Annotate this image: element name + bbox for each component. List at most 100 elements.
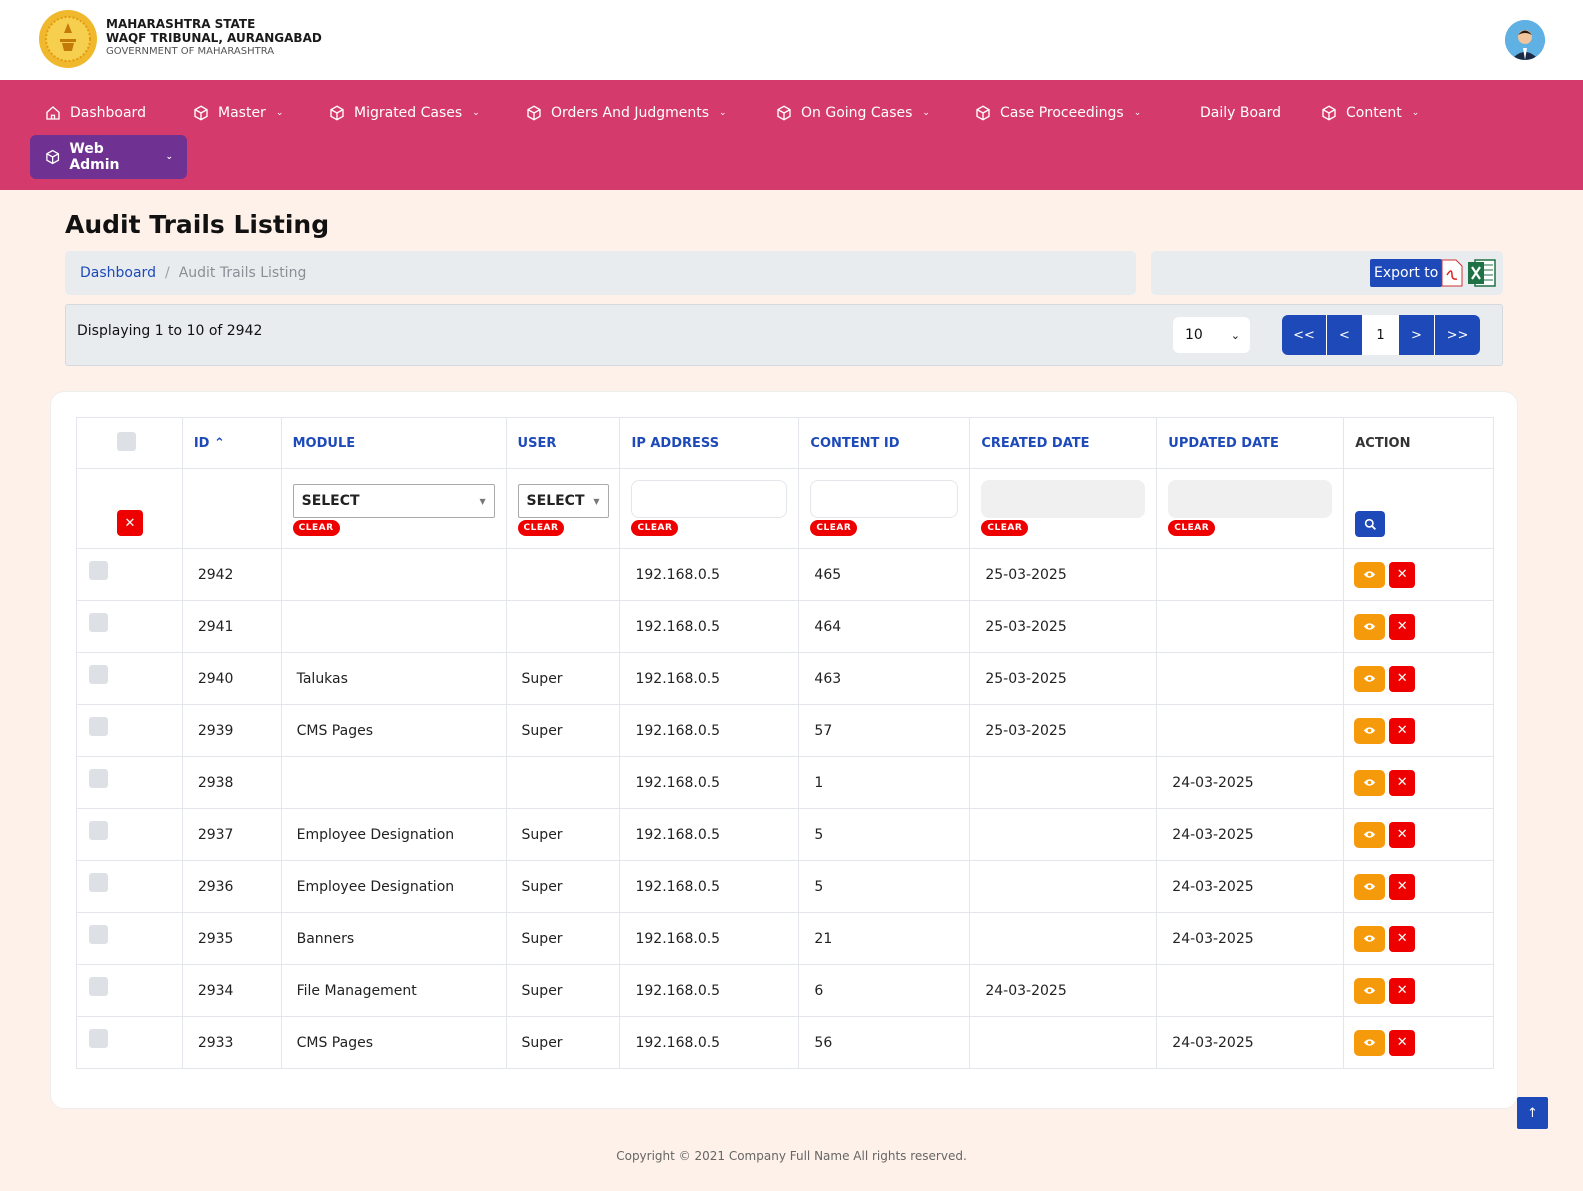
row-checkbox[interactable] — [89, 561, 108, 580]
cell-id: 2938 — [181, 756, 282, 809]
header-created-date[interactable]: CREATED DATE — [969, 417, 1158, 469]
header-user[interactable]: USER — [505, 417, 621, 469]
select-all-checkbox[interactable] — [117, 431, 136, 451]
last-page-button[interactable]: >> — [1435, 315, 1480, 355]
delete-button[interactable]: ✕ — [1389, 925, 1416, 952]
row-checkbox[interactable] — [89, 821, 108, 840]
view-button[interactable] — [1354, 613, 1386, 640]
header-content-id[interactable]: CONTENT ID — [798, 417, 971, 469]
export-button[interactable]: Export to — [1370, 259, 1443, 287]
nav-web-admin[interactable]: Web Admin ⌄ — [30, 135, 187, 179]
row-checkbox[interactable] — [89, 1029, 108, 1048]
module-filter-select[interactable]: SELECT ▼ — [292, 484, 495, 518]
cell-created-date: 25-03-2025 — [969, 600, 1158, 653]
user-filter-select[interactable]: SELECT ▼ — [517, 484, 609, 518]
delete-button[interactable]: ✕ — [1389, 665, 1416, 692]
header-id-label: ID — [193, 435, 210, 451]
created-date-clear-button[interactable]: CLEAR — [981, 520, 1029, 536]
nav-on-going-cases[interactable]: On Going Cases ⌄ — [761, 91, 944, 135]
module-clear-button[interactable]: CLEAR — [292, 520, 340, 536]
nav-daily-board[interactable]: Daily Board — [1186, 91, 1295, 135]
view-button[interactable] — [1354, 717, 1386, 744]
nav-dashboard[interactable]: Dashboard — [30, 91, 160, 135]
cell-created-date: 25-03-2025 — [969, 548, 1158, 601]
cell-updated-date — [1156, 652, 1345, 705]
filter-user-cell: SELECT ▼ CLEAR — [505, 468, 621, 549]
eye-icon — [1364, 623, 1376, 630]
view-button[interactable] — [1354, 977, 1386, 1004]
nav-orders-judgments[interactable]: Orders And Judgments ⌄ — [511, 91, 741, 135]
per-page-select[interactable]: 10 ⌄ — [1173, 317, 1250, 353]
pdf-icon[interactable] — [1441, 259, 1463, 287]
view-button[interactable] — [1354, 665, 1386, 692]
view-button[interactable] — [1354, 873, 1386, 900]
nav-content[interactable]: Content ⌄ — [1306, 91, 1433, 135]
created-date-filter-input[interactable] — [981, 480, 1146, 518]
eye-icon — [1364, 675, 1376, 682]
cell-user — [505, 548, 621, 601]
current-page-button[interactable]: 1 — [1363, 315, 1399, 355]
next-page-button[interactable]: > — [1399, 315, 1435, 355]
row-checkbox[interactable] — [89, 613, 108, 632]
row-checkbox[interactable] — [89, 977, 108, 996]
view-button[interactable] — [1354, 821, 1386, 848]
nav-migrated-cases[interactable]: Migrated Cases ⌄ — [314, 91, 494, 135]
breadcrumb-dashboard-link[interactable]: Dashboard — [80, 265, 156, 281]
content-id-clear-button[interactable]: CLEAR — [810, 520, 858, 536]
row-actions: ✕ — [1354, 769, 1493, 796]
cell-created-date: 25-03-2025 — [969, 652, 1158, 705]
table-row: 2936 Employee Designation Super 192.168.0.5… — [76, 860, 1494, 913]
filter-created-date-cell: CLEAR — [969, 468, 1158, 549]
ip-clear-button[interactable]: CLEAR — [631, 520, 679, 536]
view-button[interactable] — [1354, 925, 1386, 952]
row-checkbox[interactable] — [89, 665, 108, 684]
ip-filter-input[interactable] — [631, 480, 788, 518]
scroll-to-top-button[interactable]: ↑ — [1517, 1097, 1548, 1129]
cube-icon — [1322, 105, 1336, 121]
delete-button[interactable]: ✕ — [1389, 1029, 1416, 1056]
delete-button[interactable]: ✕ — [1389, 561, 1416, 588]
row-checkbox[interactable] — [89, 769, 108, 788]
prev-page-button[interactable]: < — [1327, 315, 1363, 355]
row-checkbox[interactable] — [89, 925, 108, 944]
user-filter-value: SELECT — [526, 493, 585, 509]
delete-button[interactable]: ✕ — [1389, 821, 1416, 848]
nav-case-proceedings[interactable]: Case Proceedings ⌄ — [960, 91, 1155, 135]
user-clear-button[interactable]: CLEAR — [517, 520, 565, 536]
dropdown-arrow-icon: ▼ — [593, 496, 600, 506]
header-ip-address[interactable]: IP ADDRESS — [619, 417, 800, 469]
search-button[interactable] — [1355, 511, 1386, 537]
cell-module: Employee Designation — [280, 808, 507, 861]
user-avatar[interactable] — [1505, 20, 1545, 60]
nav-master[interactable]: Master ⌄ — [178, 91, 297, 135]
view-button[interactable] — [1354, 769, 1386, 796]
updated-date-clear-button[interactable]: CLEAR — [1168, 520, 1216, 536]
cell-created-date: 25-03-2025 — [969, 704, 1158, 757]
view-button[interactable] — [1354, 1029, 1386, 1056]
arrow-up-icon: ↑ — [1527, 1105, 1538, 1121]
header-module[interactable]: MODULE — [280, 417, 507, 469]
updated-date-filter-input[interactable] — [1168, 480, 1333, 518]
delete-button[interactable]: ✕ — [1389, 873, 1416, 900]
first-page-button[interactable]: << — [1282, 315, 1327, 355]
cell-updated-date: 24-03-2025 — [1156, 912, 1345, 965]
delete-button[interactable]: ✕ — [1389, 977, 1416, 1004]
reset-filters-button[interactable]: ✕ — [117, 510, 143, 536]
header-updated-date[interactable]: UPDATED DATE — [1156, 417, 1345, 469]
content-id-filter-input[interactable] — [810, 480, 959, 518]
nav-web-admin-label: Web Admin — [69, 141, 120, 173]
delete-button[interactable]: ✕ — [1389, 613, 1416, 640]
delete-button[interactable]: ✕ — [1389, 769, 1416, 796]
nav-case-proceedings-label: Case Proceedings — [1000, 105, 1124, 121]
delete-button[interactable]: ✕ — [1389, 717, 1416, 744]
view-button[interactable] — [1354, 561, 1386, 588]
nav-content-label: Content — [1346, 105, 1402, 121]
header-id[interactable]: ID ⌃ — [181, 417, 282, 469]
row-checkbox[interactable] — [89, 873, 108, 892]
row-checkbox[interactable] — [89, 717, 108, 736]
row-actions: ✕ — [1354, 925, 1493, 952]
excel-icon[interactable] — [1467, 259, 1496, 287]
brand-line3: GOVERNMENT OF MAHARASHTRA — [106, 46, 275, 57]
cell-action: ✕ — [1343, 1016, 1494, 1069]
select-all-header — [76, 417, 183, 469]
